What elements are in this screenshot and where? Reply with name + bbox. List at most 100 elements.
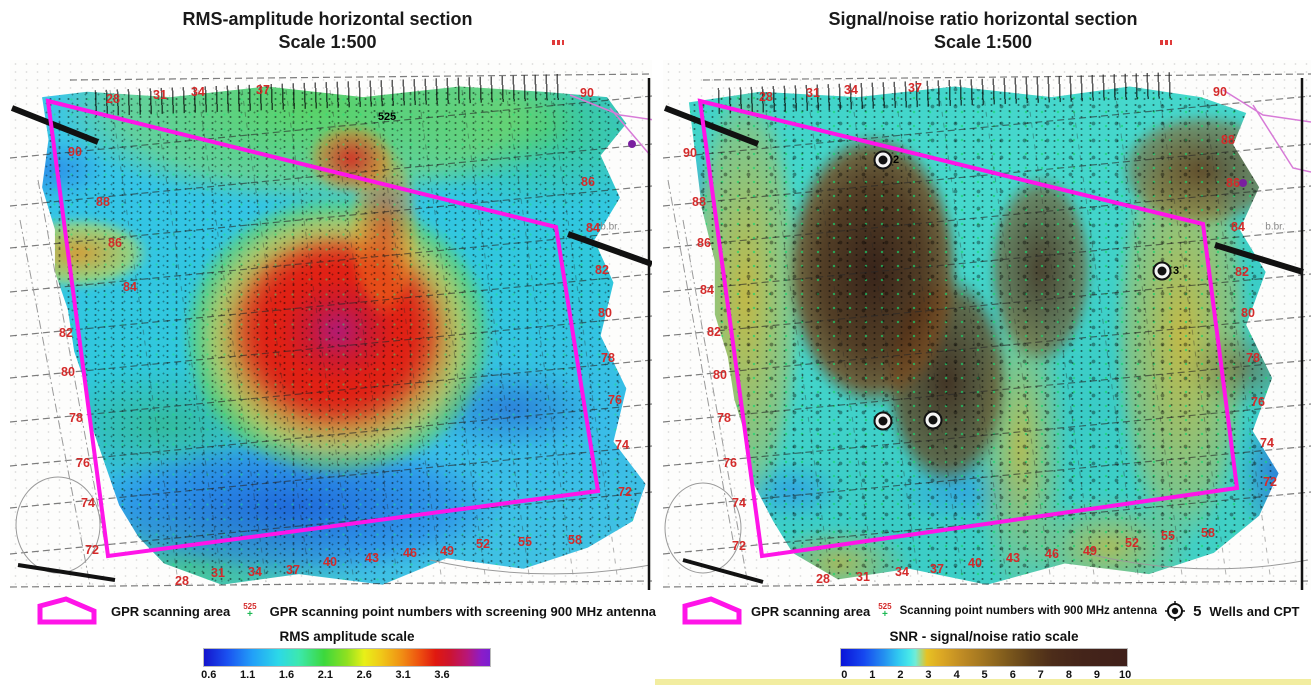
grid-label-78: 78 bbox=[717, 411, 731, 425]
colorbar-tick-3: 3 bbox=[925, 669, 932, 681]
colorbar-tick-2.1: 2.1 bbox=[317, 669, 334, 681]
grid-label-2: 2 bbox=[892, 154, 900, 166]
rms-gpr-scanning-area-outline bbox=[45, 98, 601, 559]
grid-label-31: 31 bbox=[153, 88, 167, 102]
grid-label-40: 40 bbox=[968, 556, 982, 570]
parcel-lines bbox=[664, 179, 1309, 586]
grid-label-86: 86 bbox=[108, 236, 122, 250]
scanning-area-icon bbox=[37, 596, 97, 625]
grid-label-86: 86 bbox=[581, 175, 595, 189]
snr-scale-note: Scale 1:500 bbox=[933, 32, 1033, 53]
grid-label-40: 40 bbox=[323, 555, 337, 569]
grid-label-84: 84 bbox=[586, 221, 600, 235]
grid-label-78: 78 bbox=[601, 351, 615, 365]
grid-label-49: 49 bbox=[1083, 544, 1097, 558]
grid-label-82: 82 bbox=[707, 325, 721, 339]
rms-colorbar-ticks: 0.6 1.1 1.6 2.1 2.6 3.1 3.6 bbox=[201, 669, 491, 685]
grid-label-72: 72 bbox=[1263, 475, 1277, 489]
grid-label-90: 90 bbox=[580, 86, 594, 100]
colorbar-tick-5: 5 bbox=[981, 669, 988, 681]
grid-label-31: 31 bbox=[211, 566, 225, 580]
colorbar-tick-3.6: 3.6 bbox=[434, 669, 450, 681]
colorbar-tick-3.1: 3.1 bbox=[395, 669, 411, 681]
grid-label-76: 76 bbox=[608, 393, 622, 407]
scanning-point-marker-icon: 525 + bbox=[878, 601, 892, 620]
rms-points-label: GPR scanning point numbers with screenin… bbox=[269, 603, 657, 619]
grid-label-28: 28 bbox=[106, 92, 120, 106]
well-icon bbox=[1165, 601, 1186, 621]
grid-label-88: 88 bbox=[96, 195, 110, 209]
grid-label-80: 80 bbox=[598, 306, 612, 320]
grid-label-43: 43 bbox=[1006, 551, 1020, 565]
colorbar-tick-0.6: 0.6 bbox=[201, 669, 217, 681]
plus-marker-icon: + bbox=[246, 608, 253, 620]
road-lines bbox=[10, 105, 652, 582]
grid-label-88: 88 bbox=[692, 195, 706, 209]
grid-label-37: 37 bbox=[256, 83, 270, 97]
grid-label-80: 80 bbox=[713, 368, 727, 382]
grid-label-49: 49 bbox=[440, 544, 454, 558]
snr-wells-label: Wells and CPT bbox=[1209, 603, 1300, 619]
grid-label-84: 84 bbox=[1231, 220, 1245, 234]
grid-label-b.br.: b.br. bbox=[1265, 221, 1285, 233]
red-annotation-mark bbox=[552, 40, 564, 45]
colorbar-tick-2: 2 bbox=[897, 669, 904, 681]
rms-area-label: GPR scanning area bbox=[111, 603, 231, 619]
snr-colorbar bbox=[840, 648, 1128, 667]
utility-node bbox=[1239, 179, 1247, 187]
grid-label-76: 76 bbox=[1251, 395, 1265, 409]
road-lines bbox=[663, 105, 1304, 584]
well-count: 5 bbox=[1193, 602, 1202, 620]
grid-label-84: 84 bbox=[700, 283, 714, 297]
snr-title-line: Signal/noise ratio horizontal section bbox=[828, 9, 1138, 29]
grid-lines-horizontal bbox=[663, 73, 1311, 588]
snr-map: 90 88 86 84 82 80 78 76 74 72 90 88 86 84 82 80 78 76 74 72… bbox=[663, 60, 1311, 590]
rms-grid-labels: 90 88 86 84 82 80 78 76 74 72 86 84 82 80 78 76 74 72 28 31… bbox=[10, 60, 652, 590]
scanning-point-number: 525 bbox=[878, 601, 892, 611]
grid-label-90: 90 bbox=[1213, 85, 1227, 99]
colorbar-tick-2.6: 2.6 bbox=[356, 669, 372, 681]
grid-label-86: 86 bbox=[697, 236, 711, 250]
scanning-area-icon bbox=[682, 596, 742, 625]
colorbar-tick-0: 0 bbox=[841, 669, 848, 681]
grid-label-31: 31 bbox=[856, 570, 870, 584]
well-symbol bbox=[873, 411, 893, 431]
grid-label-46: 46 bbox=[1045, 547, 1059, 561]
rms-colorscale: RMS amplitude scale 0.6 1.1 1.6 2.1 2.6 3.1 3.… bbox=[201, 629, 491, 685]
colorbar-tick-6: 6 bbox=[1009, 669, 1016, 681]
grid-label-55: 55 bbox=[518, 535, 532, 549]
grid-label-82: 82 bbox=[59, 326, 73, 340]
grid-label-90: 90 bbox=[683, 146, 697, 160]
utility-node bbox=[628, 140, 636, 148]
snr-colorbar-ticks: 0 1 2 3 4 5 6 7 8 9 10 bbox=[840, 669, 1131, 685]
grid-label-76: 76 bbox=[723, 456, 737, 470]
grid-label-37: 37 bbox=[286, 563, 300, 577]
utility-lines bbox=[569, 94, 652, 156]
grid-label-74: 74 bbox=[732, 496, 746, 510]
rms-title-line: RMS-amplitude horizontal section bbox=[182, 9, 473, 29]
grid-label-55: 55 bbox=[1161, 529, 1175, 543]
grid-label-58: 58 bbox=[568, 533, 582, 547]
grid-label-31: 31 bbox=[806, 86, 820, 100]
grid-label-34: 34 bbox=[248, 565, 262, 579]
grid-label-74: 74 bbox=[1260, 436, 1274, 450]
snr-scale-title: SNR - signal/noise ratio scale bbox=[889, 629, 1079, 644]
snr-area-label: GPR scanning area bbox=[751, 603, 871, 619]
scanning-point-number: 525 bbox=[243, 601, 257, 611]
grid-label-78: 78 bbox=[1246, 351, 1260, 365]
grid-label-84: 84 bbox=[123, 280, 137, 294]
plus-marker-icon: + bbox=[881, 608, 888, 620]
scanning-point-marker-icon: 525 + bbox=[243, 601, 257, 620]
colorbar-tick-7: 7 bbox=[1037, 669, 1044, 681]
well-symbol bbox=[1152, 261, 1172, 281]
grid-label-88: 88 bbox=[1221, 133, 1235, 147]
grid-label-b.br.: b.br. bbox=[600, 221, 620, 233]
grid-label-525: 525 bbox=[377, 111, 397, 123]
snr-baseplan bbox=[663, 73, 1311, 590]
rms-survey-points-texture bbox=[42, 86, 646, 585]
rms-panel-title: RMS-amplitude horizontal section Scale 1… bbox=[0, 8, 655, 55]
colorbar-tick-8: 8 bbox=[1065, 669, 1073, 681]
grid-label-34: 34 bbox=[895, 565, 909, 579]
colorbar-tick-9: 9 bbox=[1093, 669, 1100, 681]
